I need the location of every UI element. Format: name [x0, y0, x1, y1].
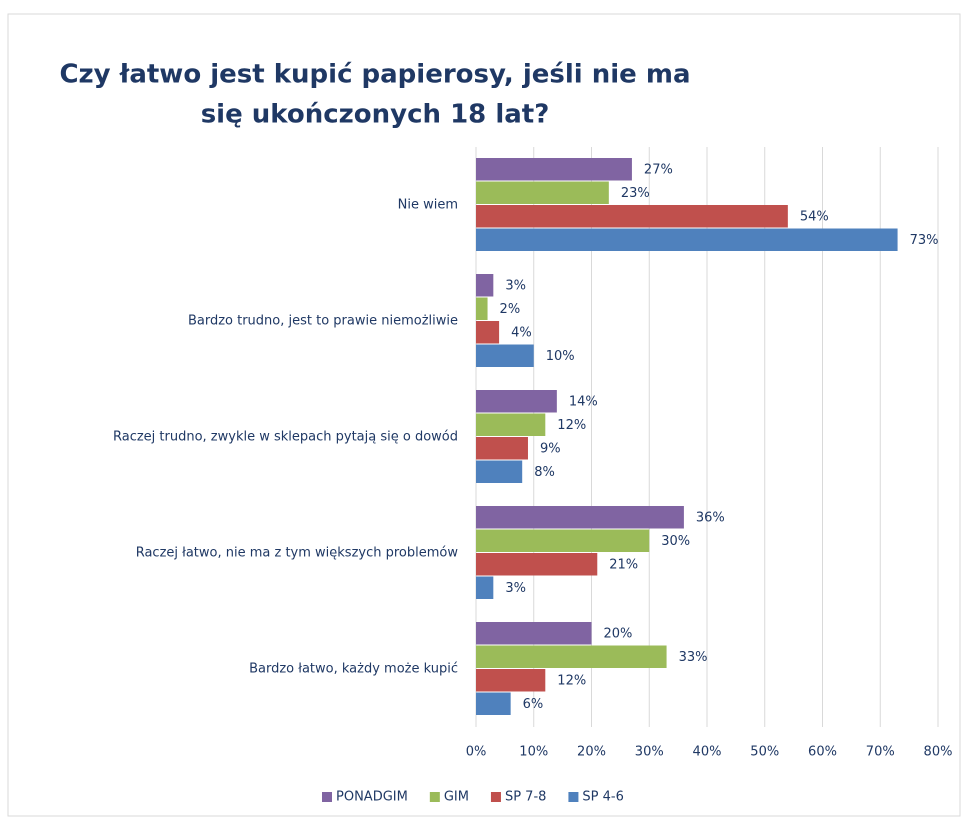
data-label: 9% [540, 441, 561, 456]
x-tick-label: 0% [466, 745, 487, 760]
bar [476, 529, 650, 552]
legend-marker [568, 792, 579, 802]
data-label: 12% [557, 418, 586, 433]
bar [476, 576, 494, 599]
bar [476, 437, 528, 460]
chart-title: Czy łatwo jest kupić papierosy, jeśli ni… [59, 60, 690, 90]
bar [476, 622, 592, 645]
x-tick-label: 10% [519, 745, 548, 760]
category-label: Raczej trudno, zwykle w sklepach pytają … [113, 430, 458, 445]
data-label: 8% [534, 465, 555, 480]
data-label: 2% [500, 302, 521, 317]
bar [476, 692, 511, 715]
category-label: Nie wiem [398, 198, 458, 213]
bar [476, 274, 494, 297]
bar [476, 390, 557, 413]
x-tick-label: 40% [693, 745, 722, 760]
data-label: 4% [511, 325, 532, 340]
legend-label: GIM [444, 790, 469, 805]
legend-label: SP 7-8 [505, 790, 546, 805]
data-label: 23% [621, 186, 650, 201]
legend-marker [490, 792, 501, 802]
x-tick-label: 60% [808, 745, 837, 760]
bar [476, 460, 523, 483]
legend-marker [429, 792, 440, 802]
bar [476, 344, 534, 367]
data-label: 21% [609, 557, 638, 572]
bar [476, 321, 500, 344]
data-label: 36% [696, 510, 725, 525]
data-label: 6% [523, 697, 544, 712]
data-label: 14% [569, 394, 598, 409]
x-tick-label: 20% [577, 745, 606, 760]
chart-title: się ukończonych 18 lat? [201, 100, 550, 130]
data-label: 20% [604, 626, 633, 641]
x-tick-label: 80% [924, 745, 953, 760]
legend-label: SP 4-6 [582, 790, 623, 805]
bar [476, 158, 632, 181]
data-label: 54% [800, 209, 829, 224]
data-label: 3% [505, 581, 526, 596]
data-label: 3% [505, 278, 526, 293]
category-label: Raczej łatwo, nie ma z tym większych pro… [136, 546, 459, 561]
bar [476, 669, 546, 692]
legend-marker [322, 792, 332, 802]
data-label: 10% [546, 349, 575, 364]
bar [476, 413, 546, 436]
bar [476, 297, 488, 320]
bar [476, 181, 609, 204]
data-label: 12% [557, 673, 586, 688]
data-label: 73% [910, 233, 939, 248]
data-label: 27% [644, 162, 673, 177]
x-tick-label: 30% [635, 745, 664, 760]
x-tick-label: 70% [866, 745, 895, 760]
bar [476, 645, 667, 668]
bar [476, 553, 598, 576]
legend-label: PONADGIM [336, 790, 408, 805]
bar [476, 228, 898, 251]
bar [476, 506, 684, 529]
category-label: Bardzo łatwo, każdy może kupić [249, 662, 458, 677]
x-tick-label: 50% [750, 745, 779, 760]
category-label: Bardzo trudno, jest to prawie niemożliwi… [188, 314, 458, 329]
data-label: 30% [661, 534, 690, 549]
bar [476, 205, 788, 228]
data-label: 33% [679, 650, 708, 665]
